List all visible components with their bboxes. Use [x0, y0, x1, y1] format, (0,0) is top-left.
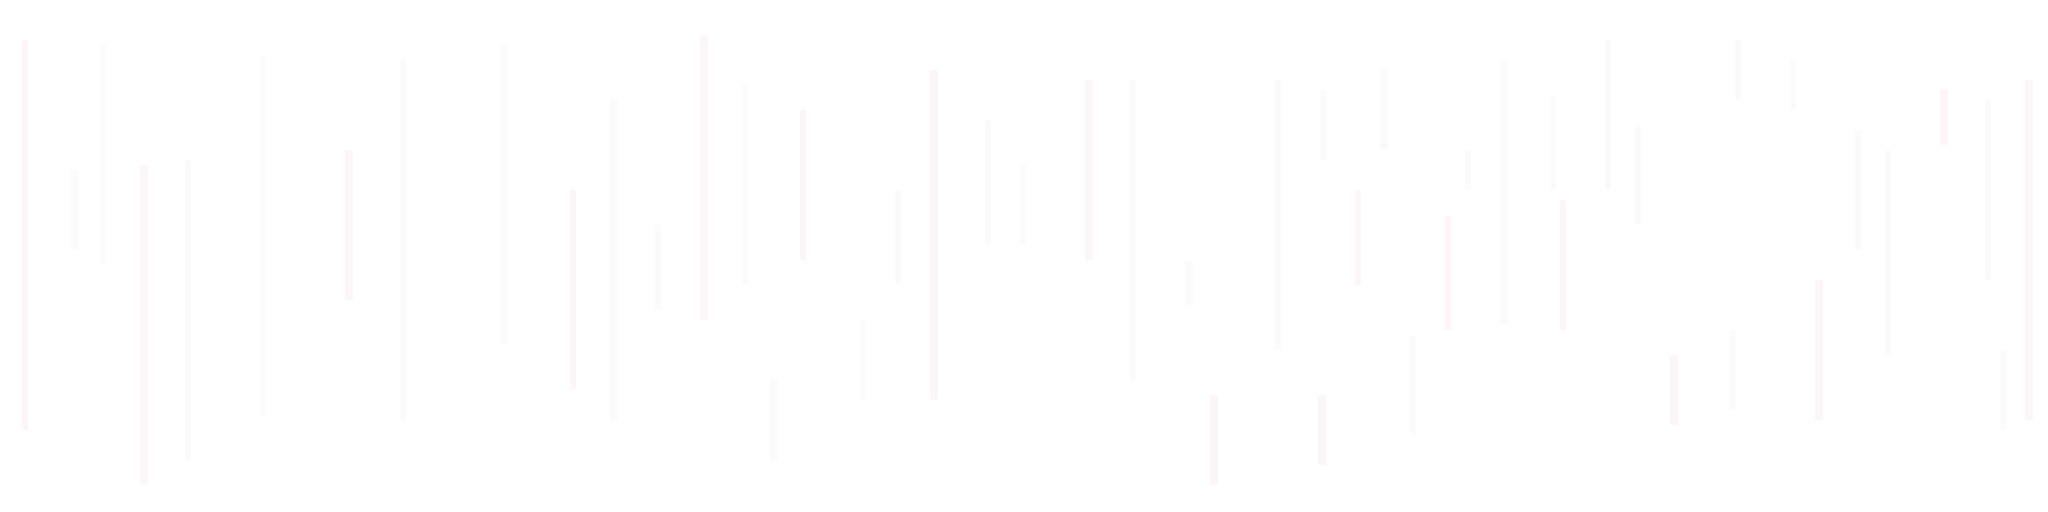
decorative-stripe: [1730, 330, 1736, 410]
decorative-stripe: [742, 85, 748, 285]
decorative-stripe: [1605, 40, 1611, 190]
decorative-stripe: [260, 55, 266, 415]
decorative-stripe: [930, 70, 938, 400]
decorative-stripe: [1815, 280, 1823, 420]
decorative-stripe: [1355, 190, 1361, 285]
decorative-stripe: [895, 190, 901, 285]
decorative-stripe: [1320, 90, 1326, 160]
decorative-stripe: [1940, 90, 1948, 145]
decorative-stripe: [22, 40, 28, 430]
decorative-stripe: [1465, 150, 1471, 190]
decorative-stripe: [1318, 395, 1326, 465]
decorative-stripe: [1380, 70, 1388, 150]
decorative-stripe: [70, 170, 78, 250]
decorative-stripe: [1635, 125, 1641, 225]
decorative-stripe: [985, 120, 991, 245]
decorative-stripe: [2025, 80, 2033, 420]
decorative-stripe: [1275, 80, 1281, 350]
decorative-stripe: [610, 100, 618, 420]
decorative-stripe: [140, 165, 148, 485]
decorative-stripe: [1550, 95, 1556, 190]
decorative-stripe: [1210, 395, 1218, 485]
decorative-stripe: [800, 110, 806, 260]
decorative-stripe: [2000, 350, 2006, 430]
decorative-stripe: [570, 190, 576, 390]
decorative-stripe: [100, 45, 106, 265]
decorative-stripe: [1735, 40, 1741, 100]
decorative-stripe: [1445, 215, 1451, 330]
decorative-stripe: [1185, 260, 1193, 305]
decorative-stripe: [860, 320, 866, 400]
decorative-stripe: [770, 380, 778, 460]
decorative-stripe: [1790, 60, 1796, 110]
decorative-stripe: [1985, 100, 1991, 280]
decorative-stripe: [1560, 200, 1566, 330]
decorative-stripe: [1410, 335, 1416, 435]
decorative-stripe: [1500, 60, 1508, 325]
decorative-stripe: [655, 225, 661, 310]
decorative-stripe: [700, 35, 708, 320]
decorative-stripe: [1130, 80, 1136, 380]
decorative-stripe: [1085, 80, 1093, 260]
decorative-stripe: [1020, 165, 1026, 245]
decorative-stripe: [400, 60, 406, 420]
decorative-stripe: [1885, 150, 1891, 355]
decorative-stripe: [1855, 130, 1861, 250]
decorative-stripe: [185, 160, 191, 460]
decorative-stripe: [500, 45, 508, 345]
decorative-stripe: [1670, 355, 1678, 425]
decorative-stripe: [345, 150, 353, 300]
